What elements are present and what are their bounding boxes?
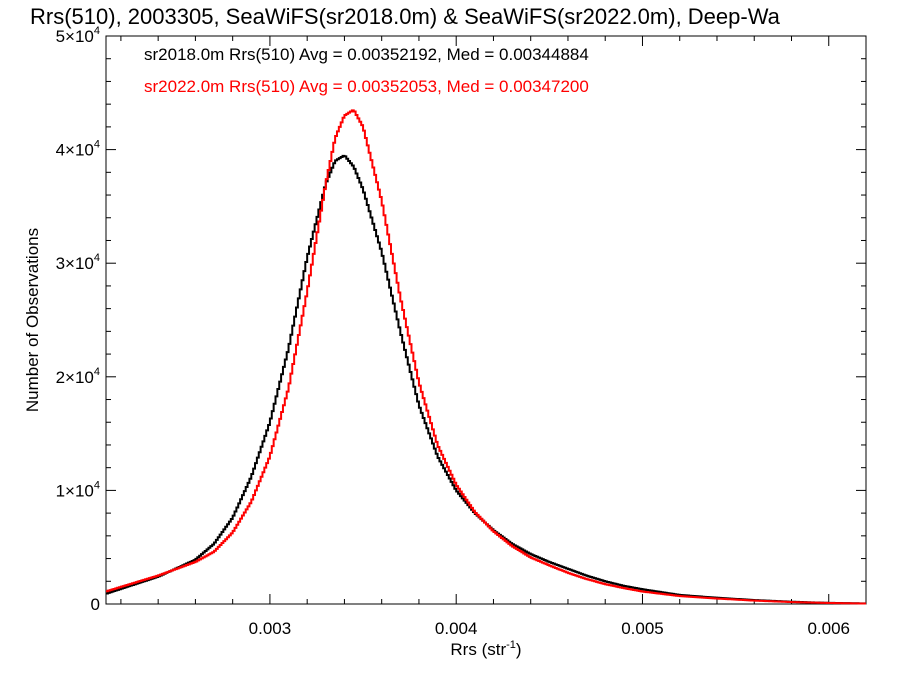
x-axis-label-text: Rrs (str (450, 640, 506, 659)
chart-title: Rrs(510), 2003305, SeaWiFS(sr2018.0m) & … (30, 4, 781, 29)
x-tick-label: 0.004 (435, 619, 478, 638)
legend-entry-sr2022: sr2022.0m Rrs(510) Avg = 0.00352053, Med… (144, 77, 589, 96)
y-tick-label-base: 0 (91, 595, 100, 614)
x-axis-label: Rrs (str-1) (450, 639, 521, 659)
series-line-sr2022.0m (106, 109, 866, 605)
x-tick-label: 0.005 (621, 619, 664, 638)
plot-area: 0.003 0.004 0.005 0.006 01×1042×1043×1044×1… (56, 25, 867, 638)
x-tick-label: 0.003 (249, 619, 292, 638)
y-tick-label: 5×104 (56, 25, 100, 46)
y-tick-label-base: 1×10 (56, 481, 94, 500)
legend-entry-sr2018: sr2018.0m Rrs(510) Avg = 0.00352192, Med… (144, 45, 589, 64)
x-axis-label-end: ) (516, 640, 522, 659)
y-tick-label-exponent: 4 (94, 139, 100, 151)
x-axis-label-exponent: -1 (506, 639, 516, 651)
y-tick-label: 4×104 (56, 139, 100, 160)
y-tick-label: 1×104 (56, 479, 100, 500)
y-tick-label: 0 (91, 595, 100, 614)
series-line-sr2018.0m (106, 154, 866, 605)
y-tick-label: 3×104 (56, 252, 100, 273)
x-tick-label: 0.006 (807, 619, 850, 638)
y-tick-label-base: 5×10 (56, 27, 94, 46)
y-axis-label: Number of Observations (23, 228, 42, 412)
x-axis-ticks: 0.003 0.004 0.005 0.006 (120, 36, 867, 638)
y-tick-label-exponent: 4 (94, 366, 100, 378)
y-tick-label-base: 3×10 (56, 254, 94, 273)
series-layer (106, 109, 866, 605)
y-tick-label-base: 2×10 (56, 368, 94, 387)
plot-frame (105, 35, 867, 605)
y-tick-label-base: 4×10 (56, 141, 94, 160)
y-tick-label-exponent: 4 (94, 479, 100, 491)
y-tick-label: 2×104 (56, 366, 100, 387)
y-tick-label-exponent: 4 (94, 252, 100, 264)
y-tick-label-exponent: 4 (94, 25, 100, 37)
